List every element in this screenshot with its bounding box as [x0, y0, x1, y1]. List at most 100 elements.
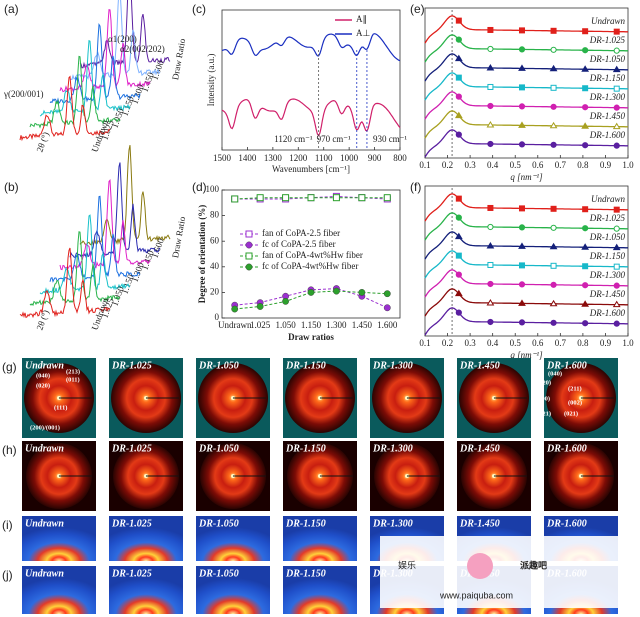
curve-marker [582, 47, 589, 54]
row-label: (g) [2, 360, 17, 374]
curve-marker [518, 299, 526, 306]
waxd-curve [69, 162, 161, 259]
waxd-curve [69, 0, 161, 81]
curve-label: DR-1.050 [589, 54, 626, 64]
legend-marker [245, 241, 253, 249]
curve-marker [582, 282, 589, 289]
data-point [282, 194, 290, 202]
curve-marker [613, 320, 620, 327]
x-tick-label: 0.5 [510, 338, 522, 348]
curve-marker [454, 289, 463, 297]
legend-entry: fc of CoPA-4wt%Hw fiber [262, 261, 358, 271]
ftir-curve [221, 33, 401, 62]
curve-marker [455, 93, 462, 100]
plot-frame [221, 9, 401, 151]
curve-marker [613, 282, 620, 289]
curve-marker [613, 142, 620, 149]
x-tick-label: 0.1 [419, 338, 430, 348]
x-tick-label: 0.2 [442, 338, 453, 348]
curve-label: DR-1.600 [589, 308, 626, 318]
plane-label: (020) [537, 379, 551, 386]
axis-label: Draw Ratio [170, 215, 187, 258]
plot-frame [221, 189, 401, 319]
waxd-curve [19, 247, 111, 319]
curve-marker [613, 206, 620, 213]
curve-label: DR-1.150 [589, 251, 626, 261]
waxd-curve [79, 0, 171, 69]
x-tick-label: 0.9 [600, 338, 612, 348]
curve-marker [455, 271, 462, 278]
curve-label: DR-1.050 [589, 232, 626, 242]
plane-label: (213) [66, 368, 80, 375]
curve-marker [518, 224, 526, 231]
image-label: Undrawn [25, 360, 64, 371]
data-point [231, 305, 239, 313]
watermark-bg [380, 536, 620, 608]
curve-label: DR-1.450 [589, 111, 626, 121]
curve-marker [518, 281, 526, 288]
scattering-pattern [283, 566, 357, 614]
curve-marker [518, 262, 525, 269]
curve-marker [487, 280, 494, 288]
y-tick-label: 80 [210, 210, 220, 220]
image-label: DR-1.025 [111, 518, 152, 529]
data-point [383, 304, 391, 312]
curve-marker [454, 54, 463, 62]
waxd-curve [59, 179, 151, 271]
plot-frame [424, 7, 629, 159]
x-tick-label: 0.9 [600, 160, 612, 170]
curve-label: DR-1.150 [589, 73, 626, 83]
curve-marker [486, 63, 495, 71]
plane-label: (020) [36, 382, 50, 389]
x-tick-label: 1200 [289, 153, 308, 163]
curve-marker [518, 121, 526, 128]
curve-marker [486, 241, 495, 249]
plane-label: (002) [568, 399, 582, 406]
curve-marker [612, 65, 621, 73]
x-tick-label: 0.2 [442, 160, 453, 170]
x-tick-label: 1100 [315, 153, 333, 163]
curve-marker [518, 64, 526, 71]
image-label: DR-1.150 [285, 568, 326, 579]
data-point [282, 297, 289, 305]
curve-label: Undrawn [591, 16, 626, 26]
watermark-name: 派趣吧 [520, 560, 547, 572]
curve-label: DR-1.025 [589, 213, 626, 223]
curve-marker [582, 28, 589, 35]
x-tick-label: 0.7 [555, 160, 567, 170]
annotation: α2(002/202) [120, 44, 165, 54]
curve-marker [612, 300, 621, 308]
axis-label: Draw Ratio [170, 37, 187, 80]
data-point [333, 287, 340, 295]
curve-marker [518, 84, 525, 91]
curve-marker [455, 214, 462, 221]
curve-marker [550, 84, 557, 91]
curve-marker [550, 205, 557, 212]
curve-marker [487, 26, 494, 33]
watermark-url: www.paiquba.com [439, 590, 513, 600]
row-label: (h) [2, 443, 17, 457]
image-label: DR-1.025 [111, 568, 152, 579]
image-label: Undrawn [25, 443, 64, 454]
curve-marker [455, 131, 462, 138]
y-tick-label: 20 [210, 286, 220, 296]
image-label: DR-1.050 [198, 443, 239, 454]
axis-label: q [nm⁻¹] [510, 172, 543, 182]
curve-marker [455, 74, 462, 81]
annotation: 1120 cm⁻¹ [274, 134, 313, 144]
curve-marker [518, 242, 526, 249]
curve-marker [582, 104, 589, 111]
ftir-curve [221, 98, 401, 137]
scattering-pattern [109, 566, 183, 614]
curve-marker [613, 28, 620, 35]
curve-marker [455, 252, 462, 259]
image-label: DR-1.300 [372, 360, 413, 371]
curve-marker [518, 205, 525, 212]
curve-marker [486, 120, 495, 128]
x-tick-label: 0.3 [464, 338, 476, 348]
waxd-curve [59, 8, 151, 93]
curve-marker [518, 103, 526, 110]
data-point [383, 194, 391, 202]
x-tick-label: 1.0 [622, 160, 634, 170]
legend-entry: fan of CoPA-4wt%Hw fiber [262, 250, 363, 260]
